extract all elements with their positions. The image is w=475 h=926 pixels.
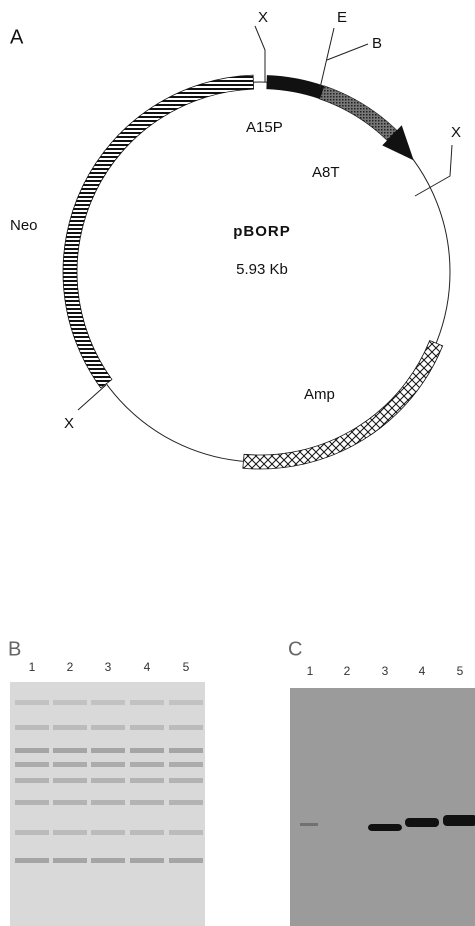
gel-band bbox=[169, 725, 203, 730]
gel-c bbox=[290, 688, 475, 926]
gel-band bbox=[15, 858, 49, 863]
gel-band bbox=[91, 762, 125, 767]
gel-band bbox=[443, 815, 475, 826]
gel-band bbox=[91, 830, 125, 835]
gel-band bbox=[53, 778, 87, 783]
site-label: X bbox=[258, 9, 268, 26]
gel-band bbox=[169, 830, 203, 835]
gel-band bbox=[91, 858, 125, 863]
gel-band bbox=[169, 748, 203, 753]
gel-band bbox=[53, 858, 87, 863]
gel-band bbox=[91, 700, 125, 705]
gel-band bbox=[15, 748, 49, 753]
gel-band bbox=[53, 762, 87, 767]
lane-label: 3 bbox=[105, 660, 112, 674]
segment-label: A8T bbox=[312, 164, 340, 181]
gel-band bbox=[53, 725, 87, 730]
gel-band bbox=[169, 858, 203, 863]
lane-label: 3 bbox=[382, 664, 389, 678]
gel-band bbox=[15, 762, 49, 767]
panel-label: B bbox=[8, 638, 21, 660]
amp-segment bbox=[243, 341, 443, 469]
gel-band bbox=[130, 725, 164, 730]
gel-band bbox=[53, 700, 87, 705]
segment-label: Neo bbox=[10, 217, 38, 234]
gel-band bbox=[130, 762, 164, 767]
figure: A X E B X X A15P A8T Neo Amp pBORP 5.93 … bbox=[0, 0, 475, 926]
gel-band bbox=[130, 778, 164, 783]
gel-band bbox=[130, 830, 164, 835]
lane-label: 2 bbox=[344, 664, 351, 678]
gel-band bbox=[53, 800, 87, 805]
gel-band bbox=[15, 778, 49, 783]
neo-segment bbox=[63, 75, 254, 388]
lane-label: 5 bbox=[457, 664, 464, 678]
gel-band bbox=[15, 800, 49, 805]
lane-label: 1 bbox=[307, 664, 314, 678]
gel-band bbox=[53, 830, 87, 835]
gel-band bbox=[169, 778, 203, 783]
gel-band bbox=[405, 818, 439, 827]
site-label: X bbox=[451, 124, 461, 141]
insert-segment bbox=[320, 86, 397, 141]
leader-line bbox=[255, 26, 265, 82]
gel-band bbox=[130, 800, 164, 805]
leader-line bbox=[327, 44, 368, 60]
site-label: B bbox=[372, 35, 382, 52]
gel-band bbox=[300, 823, 318, 826]
site-label: X bbox=[64, 415, 74, 432]
gel-band bbox=[91, 778, 125, 783]
gel-band bbox=[130, 748, 164, 753]
lane-label: 4 bbox=[419, 664, 426, 678]
gel-band bbox=[130, 700, 164, 705]
gel-band bbox=[15, 830, 49, 835]
gel-band bbox=[91, 748, 125, 753]
gel-band bbox=[130, 858, 164, 863]
plasmid-name: pBORP bbox=[233, 223, 291, 240]
panel-label: C bbox=[288, 638, 302, 660]
gel-band bbox=[91, 725, 125, 730]
gel-band bbox=[368, 824, 402, 831]
segment-label: A15P bbox=[246, 119, 283, 136]
gel-band bbox=[169, 700, 203, 705]
leader-line bbox=[78, 385, 106, 410]
site-label: E bbox=[337, 9, 347, 26]
lane-label: 2 bbox=[67, 660, 74, 674]
lane-label: 1 bbox=[29, 660, 36, 674]
promoter-segment bbox=[266, 75, 324, 99]
panel-label: A bbox=[10, 26, 24, 48]
gel-band bbox=[169, 762, 203, 767]
gel-band bbox=[15, 725, 49, 730]
segment-label: Amp bbox=[304, 386, 335, 403]
gel-band bbox=[91, 800, 125, 805]
gel-band bbox=[169, 800, 203, 805]
plasmid-size: 5.93 Kb bbox=[236, 261, 288, 278]
gel-band bbox=[53, 748, 87, 753]
lane-label: 5 bbox=[183, 660, 190, 674]
lane-label: 4 bbox=[144, 660, 151, 674]
gel-band bbox=[15, 700, 49, 705]
